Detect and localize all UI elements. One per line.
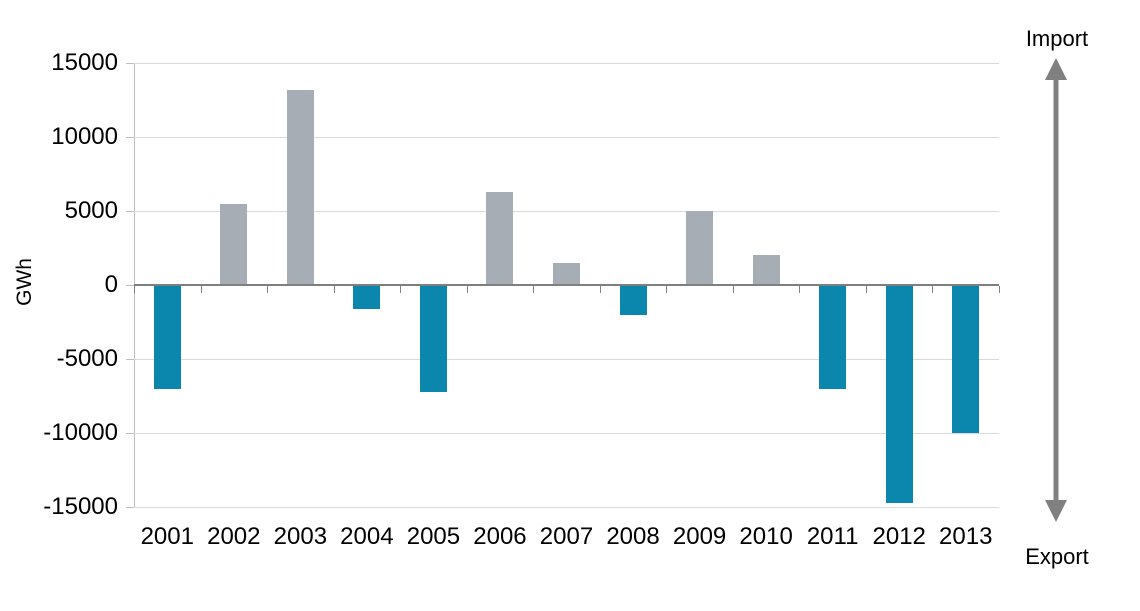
bar-import-2007 (553, 262, 580, 285)
x-axis-tick (932, 286, 934, 293)
x-tick-label-2011: 2011 (806, 523, 859, 550)
y-axis-tick (126, 285, 134, 286)
y-axis-tick (126, 63, 134, 64)
y-tick-label--15000: -15000 (43, 493, 118, 520)
bar-export-2013 (952, 285, 980, 433)
x-tick-label-2008: 2008 (606, 523, 660, 550)
y-tick-label--10000: -10000 (43, 419, 118, 446)
x-axis-tick (200, 286, 202, 293)
bar-import-2009 (686, 211, 714, 285)
x-tick-label-2002: 2002 (207, 523, 261, 550)
x-axis-tick (666, 286, 668, 293)
gridline-10000 (134, 137, 999, 138)
x-tick-label-2001: 2001 (140, 523, 194, 550)
x-axis-tick (333, 286, 335, 293)
plot-area (126, 63, 1000, 508)
y-tick-label--5000: -5000 (56, 345, 118, 372)
bar-export-2001 (153, 285, 181, 389)
x-axis-tick (999, 286, 1000, 293)
bar-import-2002 (220, 203, 248, 285)
bar-export-2011 (819, 285, 847, 389)
x-tick-label-2003: 2003 (273, 523, 328, 550)
x-tick-label-2009: 2009 (672, 523, 727, 550)
export-direction-label: Export (1025, 544, 1089, 569)
y-tick-label-10000: 10000 (51, 123, 118, 150)
gridline--15000 (134, 507, 999, 508)
y-axis-tick (126, 211, 134, 212)
x-axis-tick (599, 286, 601, 293)
x-tick-label-2007: 2007 (539, 523, 594, 550)
y-axis-tick (126, 507, 134, 508)
x-axis-tick (533, 286, 535, 293)
x-axis-tick (466, 286, 468, 293)
x-tick-label-2010: 2010 (739, 523, 793, 550)
y-tick-label-0: 0 (104, 271, 118, 298)
x-axis-tick (134, 286, 135, 293)
x-axis-tick (400, 286, 402, 293)
import-export-arrow-icon (1045, 58, 1067, 522)
bar-export-2004 (353, 285, 381, 309)
x-tick-label-2005: 2005 (406, 523, 461, 550)
gridline--5000 (134, 359, 999, 360)
bar-export-2005 (419, 285, 447, 392)
bar-import-2003 (286, 89, 314, 285)
x-axis-tick (732, 286, 734, 293)
gridline-5000 (134, 211, 999, 212)
gridline-15000 (134, 63, 999, 64)
y-tick-label-5000: 5000 (64, 197, 118, 224)
x-axis-tick (799, 286, 801, 293)
y-tick-label-15000: 15000 (51, 49, 118, 76)
y-axis-tick (126, 359, 134, 360)
x-axis-tick (865, 286, 867, 293)
bar-import-2010 (752, 255, 780, 285)
bar-import-2006 (486, 191, 514, 285)
zero-axis-line (134, 284, 999, 286)
bar-export-2008 (619, 285, 647, 315)
x-tick-label-2006: 2006 (473, 523, 527, 550)
x-tick-label-2013: 2013 (939, 523, 993, 550)
bar-export-2012 (885, 285, 913, 503)
import-direction-label: Import (1025, 26, 1089, 51)
x-tick-label-2004: 2004 (340, 523, 394, 550)
y-axis-tick (126, 137, 134, 138)
gridline--10000 (134, 433, 999, 434)
x-tick-label-2012: 2012 (872, 523, 926, 550)
x-axis-tick (267, 286, 269, 293)
y-axis-tick (126, 433, 134, 434)
